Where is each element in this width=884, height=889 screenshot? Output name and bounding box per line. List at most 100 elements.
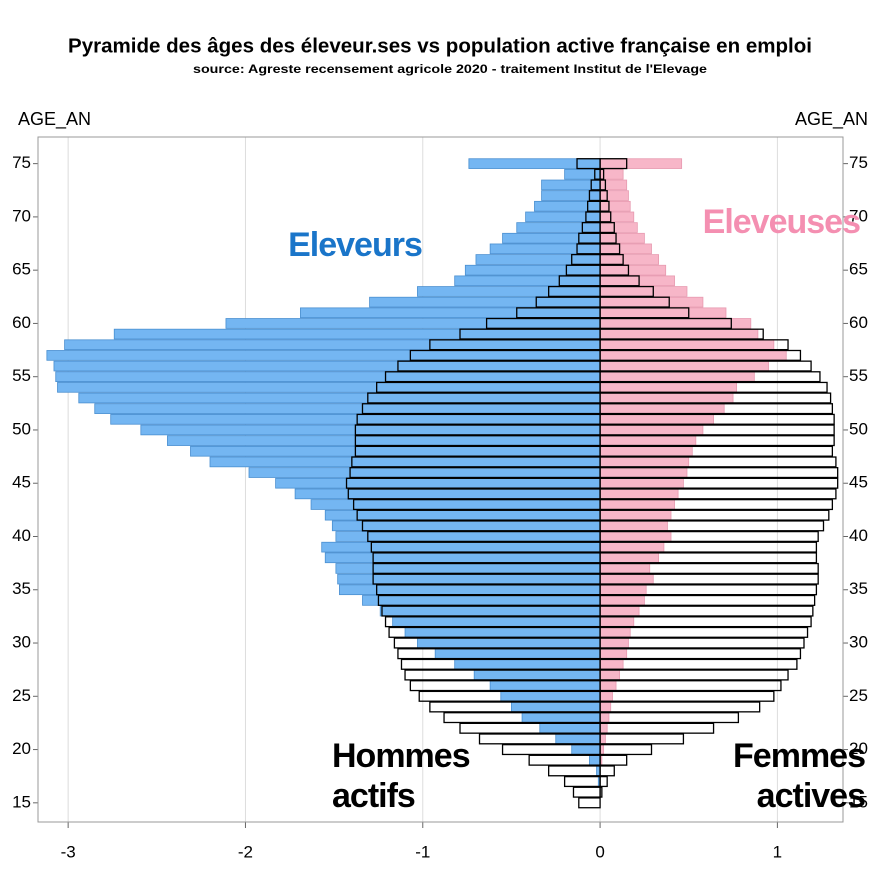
y-tick-label: 20	[12, 739, 31, 758]
bar	[599, 232, 645, 244]
y-axis-label: AGE_AN	[18, 109, 91, 130]
y2-tick-label: 20	[849, 739, 868, 758]
outline-bar	[599, 349, 802, 361]
outline-bar	[599, 222, 615, 234]
outline-bar	[599, 690, 775, 702]
outline-bar	[572, 786, 601, 798]
bar	[539, 722, 601, 734]
outline-bar	[599, 530, 819, 543]
y2-tick-label: 75	[849, 153, 868, 172]
bar	[140, 424, 601, 436]
bar	[167, 435, 601, 446]
bar	[599, 158, 683, 169]
bar	[599, 563, 651, 574]
outline-bar	[599, 594, 816, 606]
bar	[599, 318, 752, 329]
y2-tick-label: 40	[849, 526, 868, 545]
bar	[599, 552, 659, 564]
bar	[417, 286, 601, 297]
bar	[589, 754, 601, 766]
outline-bar	[599, 435, 835, 447]
bar	[337, 573, 601, 585]
bar	[300, 307, 601, 319]
bar	[599, 286, 688, 297]
outline-bar	[599, 211, 612, 223]
bar	[53, 360, 601, 372]
bar	[599, 200, 631, 212]
bar	[599, 296, 704, 308]
bar	[335, 563, 601, 574]
y2-tick-label: 65	[849, 260, 868, 279]
bar	[599, 307, 727, 319]
bar	[310, 499, 601, 510]
outline-bar	[599, 733, 685, 745]
bar	[78, 392, 601, 404]
plot-frame	[37, 136, 844, 823]
outline-bar	[599, 307, 690, 319]
bar	[599, 360, 769, 372]
bar	[209, 456, 601, 468]
bar	[599, 595, 645, 606]
y-tick-label: 55	[12, 366, 31, 385]
outline-bar	[599, 381, 828, 393]
y-tick-label: 60	[12, 313, 31, 332]
bar	[57, 382, 601, 393]
bar	[599, 179, 628, 191]
bar	[94, 403, 601, 414]
outline-bar	[599, 616, 812, 628]
outline-bar	[599, 637, 805, 649]
y2-axis-label: AGE_AN	[795, 109, 868, 130]
y-tick-label: 65	[12, 260, 31, 279]
x-tick-label: -1	[415, 842, 430, 861]
outline-bar	[563, 775, 601, 788]
bar	[489, 680, 601, 691]
outline-bar	[599, 520, 825, 532]
bar	[599, 605, 640, 617]
outline-bar	[599, 328, 764, 340]
bar	[599, 371, 755, 382]
outline-bar	[599, 605, 814, 617]
bar	[599, 467, 688, 478]
bar	[502, 232, 601, 244]
outline-bar	[599, 498, 834, 511]
outline-bar	[599, 232, 617, 244]
chart-title: Pyramide des âges des éleveur.ses vs pop…	[68, 35, 812, 57]
outline-bar	[599, 552, 818, 564]
bar	[599, 712, 610, 723]
y-tick-label: 35	[12, 579, 31, 598]
bar	[454, 275, 601, 287]
bar	[599, 392, 734, 404]
y-tick-label: 75	[12, 153, 31, 172]
x-tick-label: -3	[61, 842, 76, 861]
outline-bar	[599, 392, 832, 404]
outline-bar	[599, 360, 812, 372]
bar	[321, 541, 601, 553]
y2-tick-label: 25	[849, 686, 868, 705]
bar	[599, 456, 690, 468]
outline-bar	[599, 371, 821, 383]
bar	[599, 275, 675, 287]
outline-bar	[599, 488, 837, 500]
bar	[324, 552, 601, 564]
outline-bar	[599, 573, 819, 585]
series-annotation: Eleveuses	[702, 203, 861, 241]
bar	[599, 435, 697, 446]
bar	[475, 254, 601, 265]
outline-bar	[599, 541, 818, 553]
outline-bar	[599, 626, 809, 638]
bar	[599, 616, 635, 628]
outline-bar	[599, 765, 615, 777]
bar	[521, 712, 601, 723]
bar	[500, 690, 601, 702]
bar	[599, 243, 652, 255]
bar	[511, 701, 601, 713]
bar	[55, 371, 601, 382]
bar	[599, 339, 775, 351]
bar	[599, 648, 628, 659]
bar	[525, 211, 601, 223]
outline-bar	[599, 658, 798, 670]
bar	[324, 509, 601, 521]
bar	[599, 477, 684, 489]
bar	[599, 637, 629, 649]
